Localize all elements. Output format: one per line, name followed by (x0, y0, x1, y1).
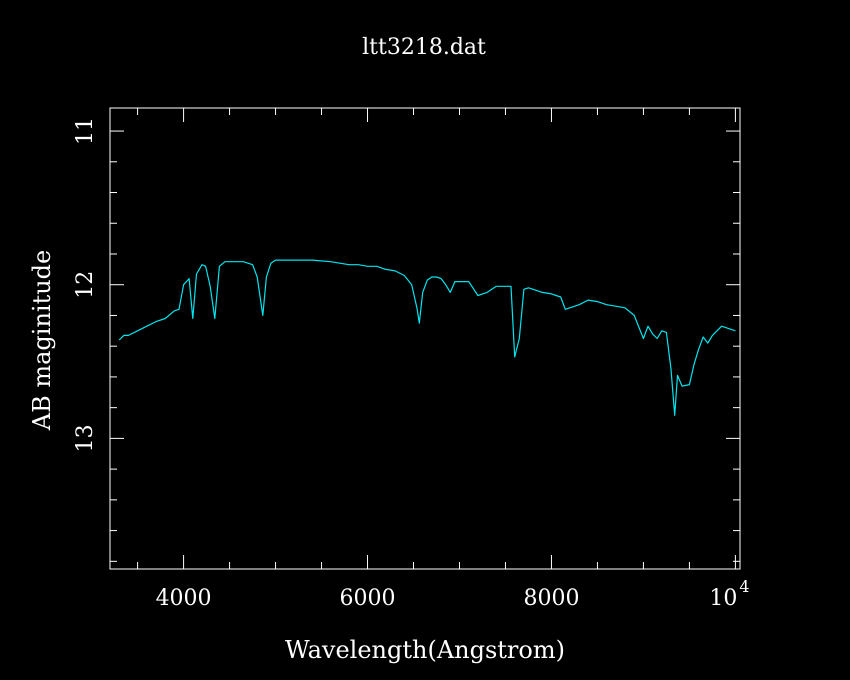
x-tick-label: 6000 (340, 586, 396, 611)
y-tick-label: 12 (73, 271, 98, 299)
x-tick-label: 8000 (523, 586, 579, 611)
y-axis-ticks (110, 130, 740, 562)
y-axis-tick-labels: 11 12 13 (73, 117, 98, 452)
chart-title: ltt3218.dat (362, 35, 486, 60)
plot-frame (109, 107, 741, 570)
y-tick-label: 11 (73, 117, 98, 145)
x-axis-ticks (137, 108, 736, 569)
x-tick-label-exponent: 4 (739, 577, 749, 596)
x-tick-label: 4000 (156, 586, 212, 611)
spectrum-line (118, 259, 736, 416)
x-axis-tick-labels: 4000 6000 8000 10 4 (156, 577, 750, 611)
x-axis-label: Wavelength(Angstrom) (285, 636, 565, 664)
y-tick-label: 13 (73, 424, 98, 452)
y-axis-label: AB maginitude (28, 250, 56, 432)
x-tick-label-base: 10 (709, 586, 737, 611)
series-layer (118, 259, 736, 416)
